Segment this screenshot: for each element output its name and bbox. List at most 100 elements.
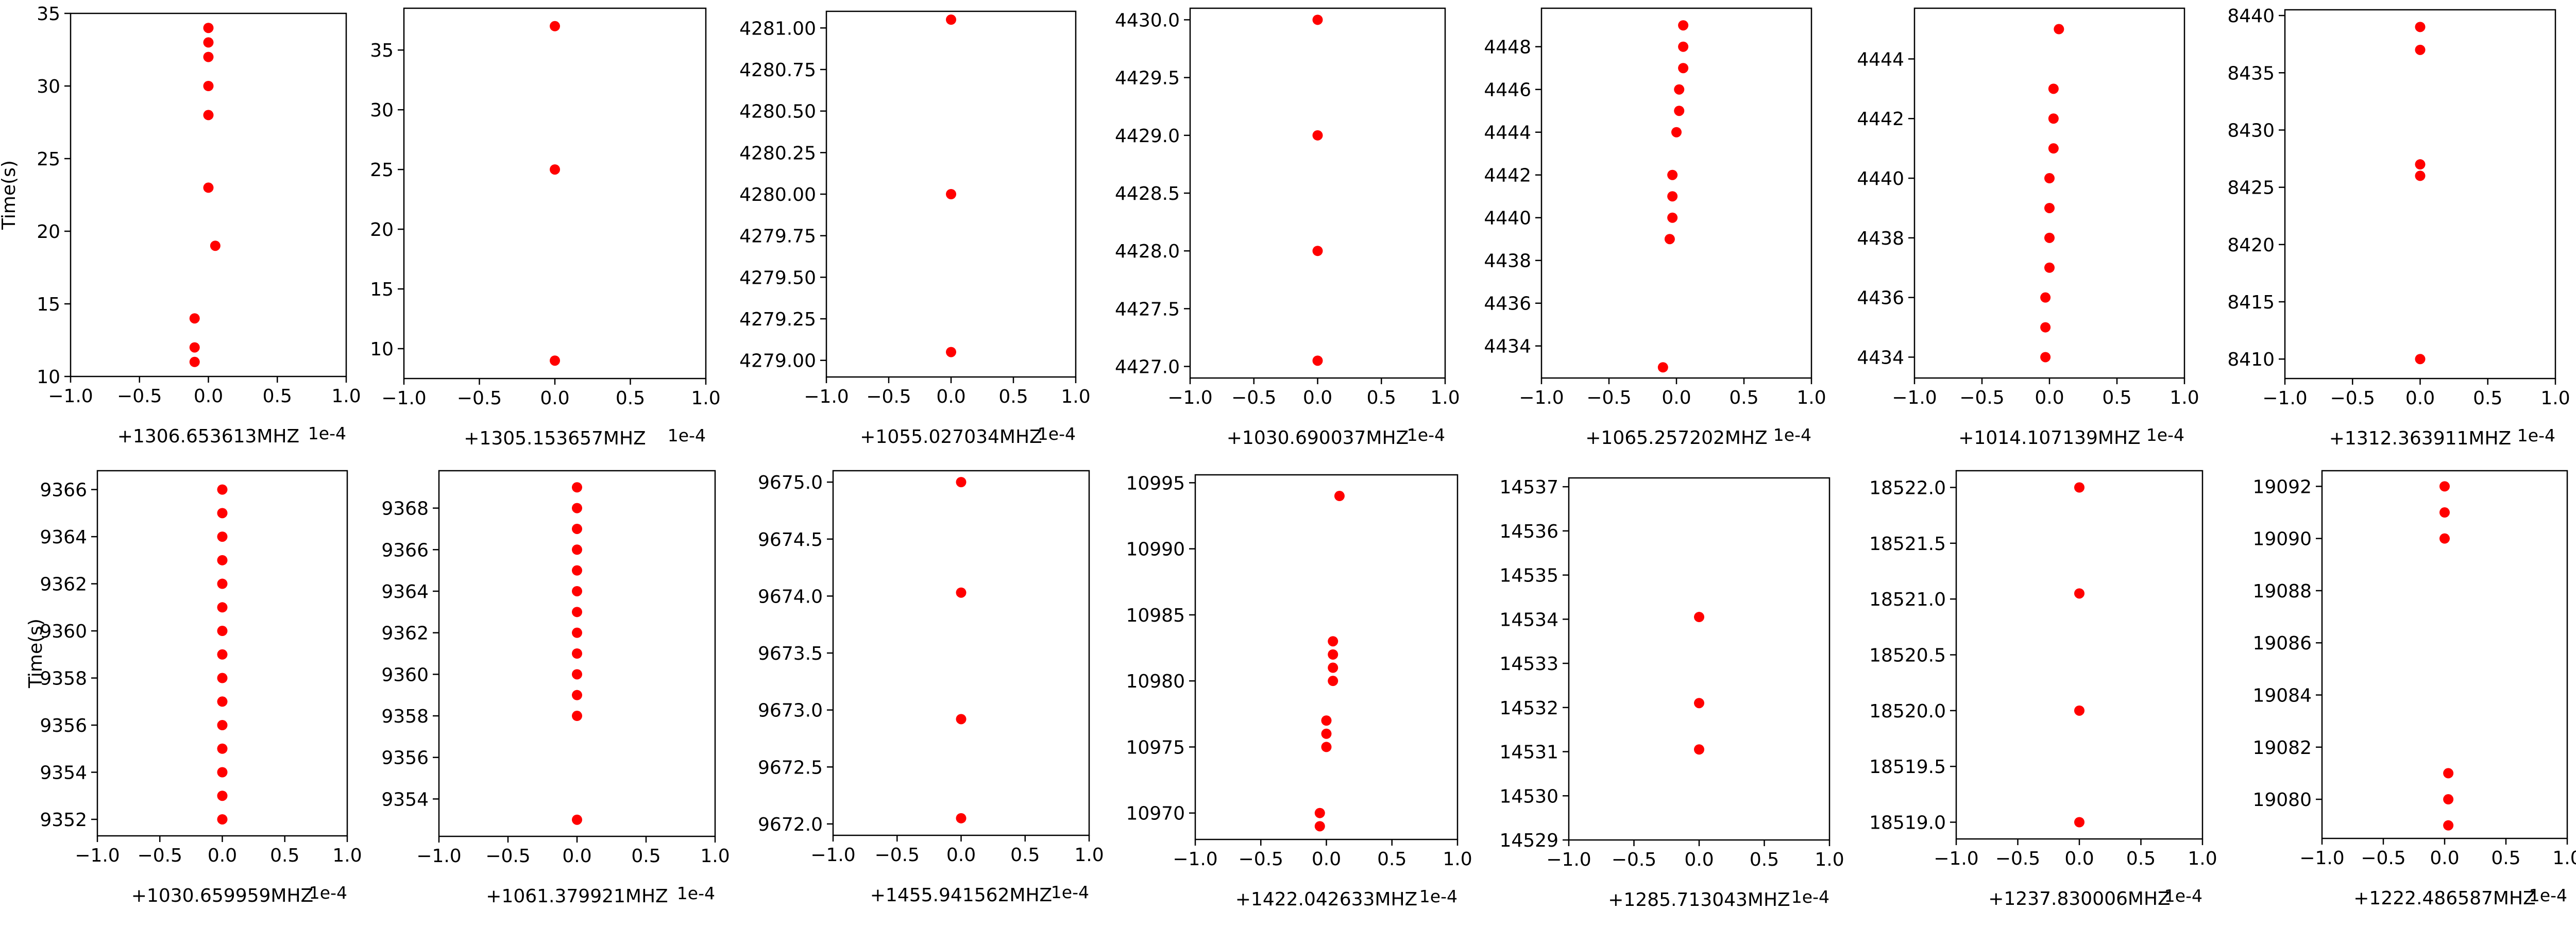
x-tick-label: 1.0 xyxy=(1797,387,1826,408)
y-tick-label: 9673.5 xyxy=(758,643,823,664)
x-offset-text: 1e-4 xyxy=(1419,886,1458,906)
data-point xyxy=(217,673,228,683)
y-tick-label: 14533 xyxy=(1499,654,1558,675)
data-point xyxy=(550,355,560,366)
y-tick-label: 18520.0 xyxy=(1869,701,1946,722)
data-point xyxy=(2443,794,2454,805)
data-point xyxy=(1667,212,1678,223)
x-tick-label: 0.0 xyxy=(1303,387,1332,408)
subplot-9: −1.0 −0.5 0.0 0.5 1.0 9354 9356 9358 9360 9362 936… xyxy=(381,470,730,907)
data-point xyxy=(2415,159,2426,170)
data-point xyxy=(946,14,956,25)
y-tick-label: 25 xyxy=(370,160,394,181)
y-tick-label: 9673.0 xyxy=(758,700,823,722)
x-tick-label: −1.0 xyxy=(810,845,855,866)
data-point xyxy=(1674,84,1685,95)
y-tick-label: 4434 xyxy=(1857,347,1904,368)
y-tick-label: 8420 xyxy=(2227,235,2275,256)
x-tick-label: 0.0 xyxy=(1684,849,1714,870)
x-tick-label: 0.0 xyxy=(1662,387,1691,408)
y-axis-label: Time(s) xyxy=(25,619,46,689)
y-tick-label: 10 xyxy=(370,339,394,360)
data-point xyxy=(189,356,200,367)
subplot-12: −1.0 −0.5 0.0 0.5 1.0 14529 14530 14531 14532 145… xyxy=(1499,477,1844,911)
x-tick-label: −1.0 xyxy=(1546,849,1591,870)
data-point xyxy=(2044,202,2055,213)
x-tick-label: −0.5 xyxy=(866,386,911,407)
y-tick-label: 9356 xyxy=(381,748,429,769)
x-offset-text: 1e-4 xyxy=(2529,885,2567,905)
subplot-14: −1.0 −0.5 0.0 0.5 1.0 19080 19082 19084 19086 190… xyxy=(2252,470,2576,909)
data-point xyxy=(217,696,228,707)
x-tick-label: 0.5 xyxy=(263,386,292,407)
subplot-5: −1.0 −0.5 0.0 0.5 1.0 4434 4436 4438 4440 4442 444… xyxy=(1484,7,1826,449)
data-point xyxy=(2048,143,2059,154)
y-tick-label: 9360 xyxy=(381,664,429,685)
axes-frame xyxy=(832,470,1090,836)
axes-frame xyxy=(1913,7,2185,379)
y-tick-label: 4429.0 xyxy=(1115,126,1180,147)
subplot-13: −1.0 −0.5 0.0 0.5 1.0 18519.0 18519.5 18520.0 18… xyxy=(1869,470,2217,909)
data-point xyxy=(203,81,214,91)
x-axis-label: +1222.486587MHZ xyxy=(2353,888,2535,909)
x-tick-label: −1.0 xyxy=(1173,849,1217,870)
data-point xyxy=(2044,262,2055,273)
y-tick-label: 10990 xyxy=(1126,539,1185,560)
x-tick-label: 1.0 xyxy=(2188,848,2217,869)
y-tick-label: 14534 xyxy=(1499,609,1558,630)
y-tick-label: 14530 xyxy=(1499,786,1558,807)
x-tick-label: −1.0 xyxy=(1934,848,1978,869)
subplot-8: −1.0 −0.5 0.0 0.5 1.0 9352 9354 9356 9358 9360 936… xyxy=(25,470,362,906)
data-point xyxy=(2048,113,2059,124)
y-tick-label: 9354 xyxy=(381,789,429,810)
axes-frame xyxy=(70,12,347,377)
y-tick-label: 9358 xyxy=(40,668,87,690)
data-point xyxy=(2415,354,2426,365)
y-axis-label: Time(s) xyxy=(0,160,20,230)
data-point xyxy=(217,767,228,778)
y-tick-label: 4448 xyxy=(1484,37,1531,58)
data-point xyxy=(572,648,582,659)
data-point xyxy=(1312,14,1323,25)
data-point xyxy=(956,587,967,598)
data-point xyxy=(217,484,228,495)
x-tick-label: 0.5 xyxy=(1367,387,1396,408)
y-tick-label: 4279.50 xyxy=(739,267,816,288)
y-tick-label: 4428.5 xyxy=(1115,183,1180,204)
x-tick-label: 0.0 xyxy=(2430,848,2459,869)
y-tick-label: 10980 xyxy=(1126,671,1185,692)
data-point xyxy=(2415,170,2426,181)
y-tick-label: 4428.0 xyxy=(1115,241,1180,262)
data-point xyxy=(203,182,214,193)
axes-frame xyxy=(1568,477,1831,841)
x-tick-label: 0.0 xyxy=(946,845,976,866)
x-offset-text: 1e-4 xyxy=(668,425,706,445)
y-tick-label: 9352 xyxy=(40,810,87,831)
data-point xyxy=(203,52,214,62)
axes-frame xyxy=(1540,7,1812,379)
data-point xyxy=(1674,106,1685,116)
x-tick-label: 1.0 xyxy=(2540,388,2570,409)
data-point xyxy=(1314,808,1325,818)
x-axis-label: +1014.107139MHZ xyxy=(1958,427,2140,449)
x-tick-label: 1.0 xyxy=(1074,845,1104,866)
y-tick-label: 15 xyxy=(370,279,394,300)
x-tick-label: 0.5 xyxy=(631,846,660,867)
x-axis-label: +1030.690037MHZ xyxy=(1227,427,1409,449)
y-tick-label: 18519.0 xyxy=(1869,813,1946,834)
y-tick-label: 9674.5 xyxy=(758,529,823,551)
data-point xyxy=(217,531,228,542)
y-tick-label: 4440 xyxy=(1857,168,1904,190)
x-tick-label: 0.5 xyxy=(1729,387,1758,408)
data-point xyxy=(2415,44,2426,55)
y-tick-label: 8410 xyxy=(2227,349,2275,370)
y-tick-label: 20 xyxy=(370,219,394,241)
y-tick-label: 14535 xyxy=(1499,565,1558,587)
subplot-7: −1.0 −0.5 0.0 0.5 1.0 8410 8415 8420 8425 8430 843… xyxy=(2227,6,2570,449)
data-point xyxy=(2074,588,2084,599)
x-tick-label: 0.5 xyxy=(1010,845,1040,866)
data-point xyxy=(550,164,560,175)
data-point xyxy=(2443,820,2454,831)
x-tick-label: 1.0 xyxy=(2552,848,2576,869)
x-axis-label: +1422.042633MHZ xyxy=(1235,889,1417,910)
